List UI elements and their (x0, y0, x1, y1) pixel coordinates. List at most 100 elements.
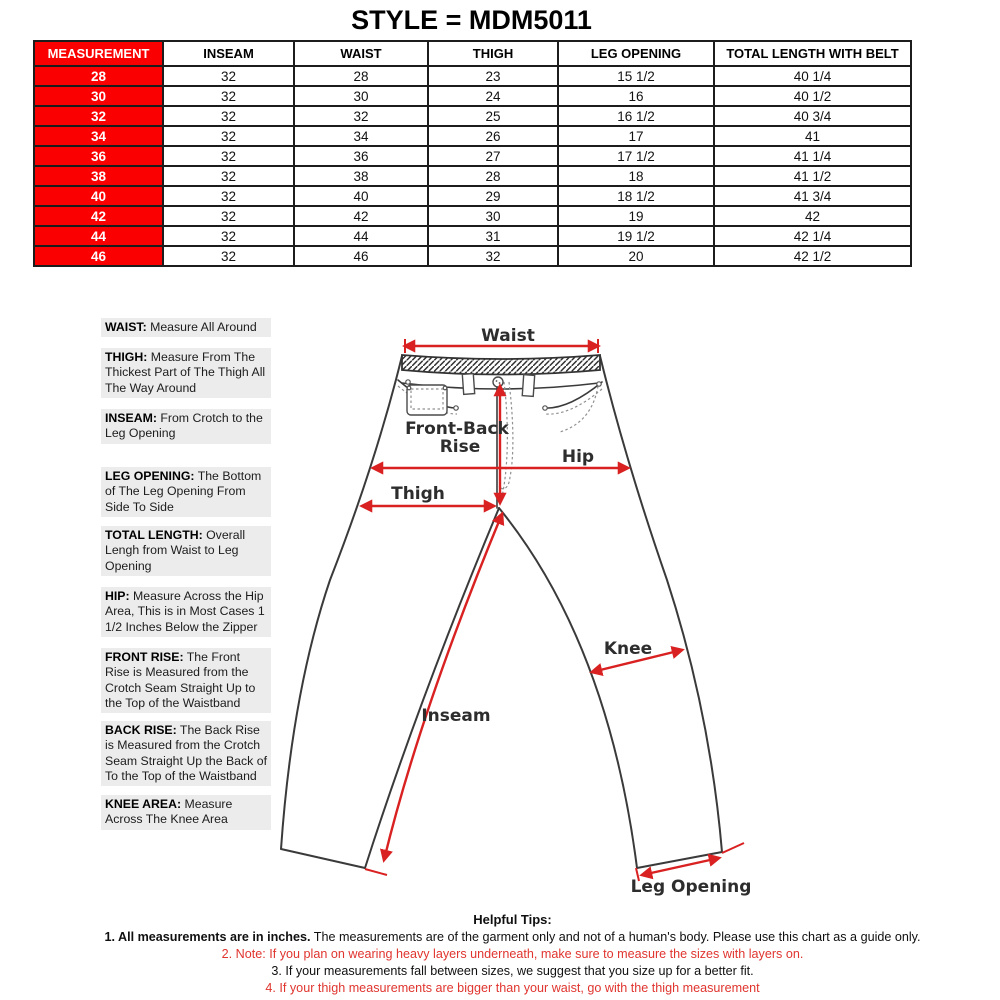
diagram-labels: Waist Front-Back Rise Hip Thigh Knee Ins… (391, 326, 751, 897)
table-row: 32 32 32 25 16 1/2 40 3/4 (33, 105, 912, 127)
tips-heading: Helpful Tips: (473, 912, 552, 927)
pants-diagram: Waist Front-Back Rise Hip Thigh Knee Ins… (280, 326, 751, 897)
measurement-cell: 17 1/2 (557, 145, 715, 167)
inseam-label: Inseam (421, 706, 490, 726)
column-header: INSEAM (162, 40, 295, 67)
size-cell: 44 (33, 225, 164, 247)
measurement-cell: 32 (162, 145, 295, 167)
leg-opening-arrow (639, 853, 722, 880)
measurement-cell: 24 (427, 85, 559, 107)
size-chart-table: MEASUREMENT INSEAM WAIST THIGH LEG OPENING TO… (33, 40, 912, 267)
table-row: 46 32 46 32 20 42 1/2 (33, 245, 912, 267)
measurement-cell: 18 (557, 165, 715, 187)
measurement-cell: 34 (293, 125, 429, 147)
size-cell: 46 (33, 245, 164, 267)
definition-item: FRONT RISE: The Front Rise is Measured f… (101, 648, 271, 714)
definition-item: HIP: Measure Across the Hip Area, This i… (101, 587, 271, 637)
measurement-cell: 38 (293, 165, 429, 187)
definition-item: INSEAM: From Crotch to the Leg Opening (101, 409, 271, 444)
column-header: TOTAL LENGTH WITH BELT (713, 40, 912, 67)
measurement-cell: 31 (427, 225, 559, 247)
thigh-label: Thigh (391, 484, 445, 504)
size-cell: 36 (33, 145, 164, 167)
measurement-cell: 42 (713, 205, 912, 227)
measurement-cell: 32 (162, 105, 295, 127)
size-cell: 30 (33, 85, 164, 107)
measurement-cell: 27 (427, 145, 559, 167)
coin-pocket (406, 384, 448, 416)
size-cell: 34 (33, 125, 164, 147)
measurement-cell: 41 1/2 (713, 165, 912, 187)
pants-outline (280, 354, 723, 869)
size-cell: 42 (33, 205, 164, 227)
measurement-cell: 32 (162, 205, 295, 227)
measurement-cell: 23 (427, 65, 559, 87)
measurement-cell: 16 1/2 (557, 105, 715, 127)
table-row: 38 32 38 28 18 41 1/2 (33, 165, 912, 187)
leg-opening-label: Leg Opening (631, 877, 752, 897)
column-header: WAIST (293, 40, 429, 67)
knee-label: Knee (604, 639, 652, 659)
measurement-cell: 42 (293, 205, 429, 227)
measurement-cell: 15 1/2 (557, 65, 715, 87)
belt-loop (521, 373, 536, 398)
tip-line: 1. All measurements are in inches. The m… (104, 930, 921, 944)
measurement-cell: 32 (162, 185, 295, 207)
measurement-cell: 40 1/2 (713, 85, 912, 107)
table-row: 42 32 42 30 19 42 (33, 205, 912, 227)
definition-item: LEG OPENING: The Bottom of The Leg Openi… (101, 467, 271, 517)
definition-item: KNEE AREA: Measure Across The Knee Area (101, 795, 271, 830)
table-row: 36 32 36 27 17 1/2 41 1/4 (33, 145, 912, 167)
measurement-cell: 30 (293, 85, 429, 107)
tips-list: 1. All measurements are in inches. The m… (25, 929, 1000, 997)
tip-line: 2. Note: If you plan on wearing heavy la… (221, 947, 804, 961)
hip-label: Hip (562, 447, 594, 467)
inseam-arrow (380, 511, 505, 863)
measurement-cell: 36 (293, 145, 429, 167)
measurement-cell: 41 1/4 (713, 145, 912, 167)
measurement-cell: 28 (293, 65, 429, 87)
measurement-cell: 20 (557, 245, 715, 267)
measurement-arrows (359, 339, 745, 882)
measurement-cell: 41 3/4 (713, 185, 912, 207)
size-cell: 28 (33, 65, 164, 87)
table-row: 44 32 44 31 19 1/2 42 1/4 (33, 225, 912, 247)
measurement-cell: 16 (557, 85, 715, 107)
tip-line: 4. If your thigh measurements are bigger… (265, 981, 760, 995)
waist-label: Waist (481, 326, 535, 346)
size-cell: 40 (33, 185, 164, 207)
size-cell: 32 (33, 105, 164, 127)
waistband-hatch (401, 354, 601, 376)
measurement-cell: 40 3/4 (713, 105, 912, 127)
column-header: THIGH (427, 40, 559, 67)
belt-loop (461, 372, 476, 396)
measurement-cell: 28 (427, 165, 559, 187)
measurement-cell: 44 (293, 225, 429, 247)
measurement-cell: 32 (427, 245, 559, 267)
measurement-cell: 32 (293, 105, 429, 127)
measurement-cell: 29 (427, 185, 559, 207)
measurement-cell: 32 (162, 225, 295, 247)
tip-line: 3. If your measurements fall between siz… (271, 964, 754, 978)
table-row: 40 32 40 29 18 1/2 41 3/4 (33, 185, 912, 207)
measurement-cell: 17 (557, 125, 715, 147)
measurement-cell: 40 (293, 185, 429, 207)
definition-item: THIGH: Measure From The Thickest Part of… (101, 348, 271, 398)
column-header: MEASUREMENT (33, 40, 164, 67)
table-row: 28 32 28 23 15 1/2 40 1/4 (33, 65, 912, 87)
helpful-tips: Helpful Tips: 1. All measurements are in… (25, 911, 1000, 997)
measurement-cell: 40 1/4 (713, 65, 912, 87)
column-header: LEG OPENING (557, 40, 715, 67)
measurement-cell: 32 (162, 245, 295, 267)
page-title: STYLE = MDM5011 (351, 5, 592, 35)
measurement-cell: 30 (427, 205, 559, 227)
measurement-cell: 46 (293, 245, 429, 267)
front-back-rise-label2: Rise (440, 437, 481, 457)
measurement-cell: 19 (557, 205, 715, 227)
measurement-cell: 41 (713, 125, 912, 147)
measurement-cell: 19 1/2 (557, 225, 715, 247)
size-cell: 38 (33, 165, 164, 187)
knee-arrow (589, 646, 685, 676)
measurement-cell: 25 (427, 105, 559, 127)
